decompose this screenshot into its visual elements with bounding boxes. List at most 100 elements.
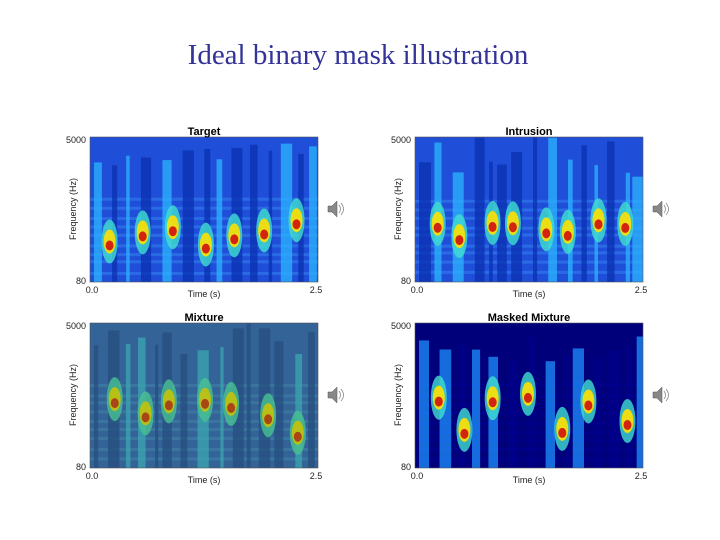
- speaker-icon: [327, 386, 338, 404]
- speaker-waves: [663, 388, 669, 402]
- stripe: [509, 361, 517, 468]
- stripe: [274, 341, 284, 468]
- blob: [164, 400, 173, 411]
- speaker-waves: [338, 202, 344, 216]
- stripe: [472, 349, 481, 468]
- stripe: [94, 162, 102, 282]
- speaker-icon: [652, 200, 663, 218]
- blob: [623, 419, 632, 430]
- blob: [508, 222, 517, 233]
- y-axis-label: Frequency (Hz): [68, 364, 78, 426]
- mix-tint: [90, 323, 318, 468]
- blob: [260, 229, 269, 240]
- y-tick-label: 5000: [66, 321, 86, 331]
- blob: [584, 400, 593, 411]
- harmonic-band: [90, 197, 318, 201]
- harmonic-band: [415, 226, 643, 230]
- blob: [168, 226, 177, 237]
- blob: [455, 235, 464, 246]
- spectrogram-panel: Intrusion 5000 800.0 2.5 Time (s) Frequency (…: [391, 126, 669, 299]
- y-tick-label: 80: [76, 462, 86, 472]
- stripe: [216, 159, 223, 282]
- stripe: [497, 164, 507, 282]
- blob: [434, 396, 443, 407]
- stripe: [308, 332, 315, 468]
- blob: [110, 398, 119, 409]
- stripe: [632, 176, 643, 282]
- stripe: [280, 143, 293, 282]
- blob: [563, 230, 572, 241]
- blob: [558, 427, 567, 438]
- blob: [460, 428, 469, 439]
- x-axis-label: Time (s): [513, 475, 546, 485]
- speaker-icon: [652, 386, 663, 404]
- blob: [621, 222, 630, 233]
- stripe: [246, 323, 251, 468]
- y-axis-label: Frequency (Hz): [68, 178, 78, 240]
- speaker-icon: [327, 200, 338, 218]
- stripe: [572, 348, 585, 468]
- spectrogram-panel: Mixture 5000 800.0 2.5 Time (s) Frequency (Hz…: [66, 312, 344, 485]
- stripe: [581, 145, 587, 282]
- stripe: [419, 340, 429, 468]
- blob: [292, 219, 301, 230]
- y-tick-label: 80: [401, 462, 411, 472]
- blob: [293, 431, 302, 442]
- blob: [594, 219, 603, 230]
- harmonic-band: [415, 208, 643, 212]
- stripe: [182, 150, 194, 282]
- blob: [201, 398, 210, 409]
- blob: [264, 414, 273, 425]
- blob: [230, 234, 239, 245]
- stripe: [94, 345, 99, 468]
- y-axis-label: Frequency (Hz): [393, 178, 403, 240]
- spectrogram: [90, 137, 318, 282]
- harmonic-band: [415, 216, 643, 220]
- x-tick-label: 2.5: [310, 285, 323, 295]
- frame: [89, 136, 319, 283]
- x-tick-label: 2.5: [310, 471, 323, 481]
- stripe: [593, 357, 601, 468]
- stripe: [474, 137, 485, 282]
- blob: [523, 392, 532, 403]
- stripe: [126, 155, 130, 282]
- stripe: [250, 144, 258, 282]
- harmonic-band: [415, 244, 643, 248]
- stripe: [204, 148, 211, 282]
- spectrogram: [415, 323, 643, 468]
- stripe: [608, 350, 620, 468]
- speaker-waves: [338, 388, 344, 402]
- frame: [414, 322, 644, 469]
- blob: [488, 221, 497, 232]
- stripe: [533, 137, 538, 282]
- frame: [89, 322, 319, 469]
- stripe: [155, 344, 159, 468]
- blob: [542, 228, 551, 239]
- x-tick-label: 0.0: [411, 471, 424, 481]
- harmonic-band: [415, 233, 643, 237]
- spectrogram-panel: Masked Mixture 5000 800.0 2.5 Time (s) Freque…: [391, 312, 669, 485]
- y-tick-label: 5000: [66, 135, 86, 145]
- y-tick-label: 80: [76, 276, 86, 286]
- harmonic-band: [415, 199, 643, 203]
- harmonic-band: [415, 260, 643, 264]
- y-tick-label: 5000: [391, 321, 411, 331]
- spectrogram: [90, 323, 318, 468]
- x-tick-label: 0.0: [86, 471, 99, 481]
- blob: [488, 397, 497, 408]
- x-tick-label: 2.5: [635, 285, 648, 295]
- blob: [138, 231, 147, 242]
- stripe: [564, 354, 570, 468]
- slide-title: Ideal binary mask illustration: [188, 39, 529, 71]
- stripe: [220, 347, 224, 468]
- x-tick-label: 2.5: [635, 471, 648, 481]
- stripe: [309, 146, 317, 282]
- harmonic-band: [90, 217, 318, 221]
- harmonic-band: [90, 271, 318, 275]
- y-tick-label: 80: [401, 276, 411, 286]
- y-axis-label: Frequency (Hz): [393, 364, 403, 426]
- stripe: [419, 162, 431, 282]
- blob: [105, 240, 114, 251]
- stripe: [636, 336, 643, 468]
- x-tick-label: 0.0: [86, 285, 99, 295]
